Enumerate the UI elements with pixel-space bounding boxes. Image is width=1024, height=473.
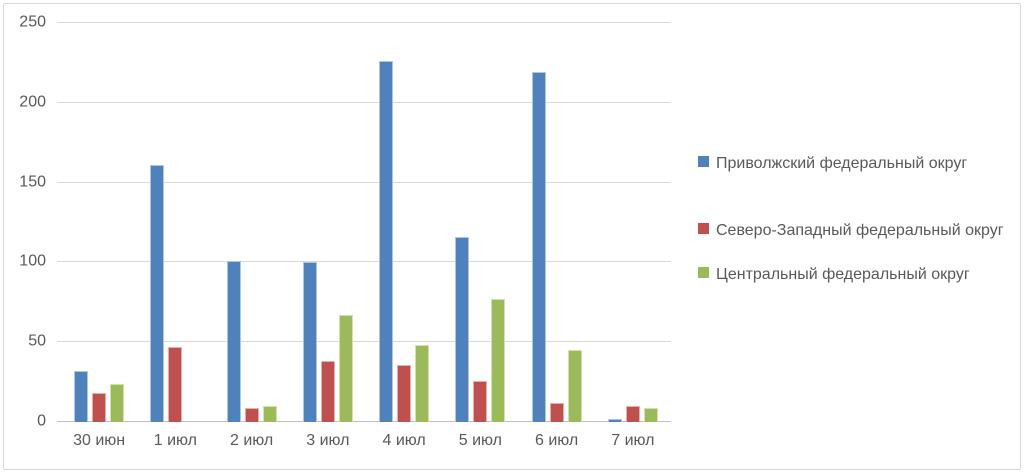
bar-series2-cat3	[244, 407, 259, 422]
bar-series3-cat1	[110, 383, 125, 422]
bar-group-4	[290, 23, 366, 422]
bar-series2-cat1	[92, 393, 107, 422]
bar-group-2	[137, 23, 213, 422]
bar-series1-cat6	[455, 236, 470, 422]
x-tick-label: 1 июл	[153, 432, 197, 449]
x-tick-label: 6 июл	[534, 432, 579, 449]
y-tick-label: 100	[19, 253, 46, 271]
bar-group-3	[214, 23, 290, 422]
gridline	[57, 101, 671, 103]
x-tick-label: 2 июл	[229, 432, 274, 449]
bar-series1-cat2	[150, 165, 165, 422]
bar-series3-cat3	[262, 406, 277, 422]
bar-series2-cat7	[549, 402, 564, 422]
bars-layer	[61, 23, 671, 422]
bar-series3-cat5	[415, 345, 430, 422]
x-tick-label: 4 июл	[382, 432, 426, 449]
legend-item-3: Центральный федеральный округ	[698, 261, 1018, 288]
chart-frame	[3, 3, 1021, 470]
legend: Приволжский федеральный округ Северо-Запа…	[698, 150, 1018, 289]
bar-group-6	[442, 23, 518, 422]
plot-area	[57, 22, 671, 422]
y-tick-label: 250	[19, 13, 46, 31]
x-tick-label: 7 июл	[611, 432, 655, 449]
bar-group-1	[61, 23, 137, 422]
bar-series1-cat7	[531, 72, 546, 422]
bar-group-5	[366, 23, 442, 422]
legend-swatch-icon	[698, 223, 709, 235]
x-tick-label: 3 июл	[306, 432, 350, 449]
bar-series1-cat1	[74, 370, 89, 422]
y-axis-labels: 0 50 100 150 200 250	[0, 14, 46, 430]
y-tick-label: 200	[19, 93, 46, 111]
bar-group-8	[595, 23, 671, 422]
bar-group-7	[519, 23, 595, 422]
bar-series2-cat6	[473, 380, 488, 422]
legend-swatch-icon	[698, 156, 709, 167]
x-tick-label: 5 июл	[458, 432, 502, 449]
bar-series2-cat5	[397, 364, 412, 422]
legend-label: Приволжский федеральный округ	[716, 155, 968, 172]
bar-series3-cat6	[491, 299, 506, 422]
bar-series2-cat8	[625, 406, 640, 422]
gridline	[57, 181, 671, 183]
bar-series3-cat7	[567, 350, 582, 422]
bar-series1-cat8	[607, 418, 622, 422]
legend-item-2: Северо-Западный федеральный округ	[698, 217, 1018, 244]
bar-series3-cat4	[338, 315, 353, 422]
bar-series1-cat4	[302, 262, 317, 422]
legend-swatch-icon	[698, 267, 709, 279]
x-axis-line	[57, 421, 671, 422]
legend-label: Северо-Западный федеральный округ	[716, 222, 1004, 240]
bar-series2-cat2	[168, 347, 183, 422]
bar-series1-cat5	[379, 61, 394, 422]
y-tick-label: 0	[37, 412, 46, 430]
gridline	[57, 261, 671, 263]
y-tick-label: 150	[19, 173, 46, 191]
gridline	[57, 341, 671, 343]
bar-series1-cat3	[226, 260, 241, 422]
y-tick-label: 50	[28, 332, 46, 350]
gridline	[57, 22, 671, 23]
legend-label: Центральный федеральный округ	[716, 266, 970, 284]
grid-layer	[57, 22, 671, 422]
x-axis-labels: 30 июн 1 июл 2 июл 3 июл 4 июл 5 июл 6 июл 7 ию…	[61, 432, 671, 450]
x-tick-label: 30 июн	[73, 432, 126, 449]
legend-item-1: Приволжский федеральный округ	[698, 150, 1018, 177]
bar-series2-cat4	[320, 361, 335, 422]
bar-series3-cat8	[643, 407, 658, 422]
